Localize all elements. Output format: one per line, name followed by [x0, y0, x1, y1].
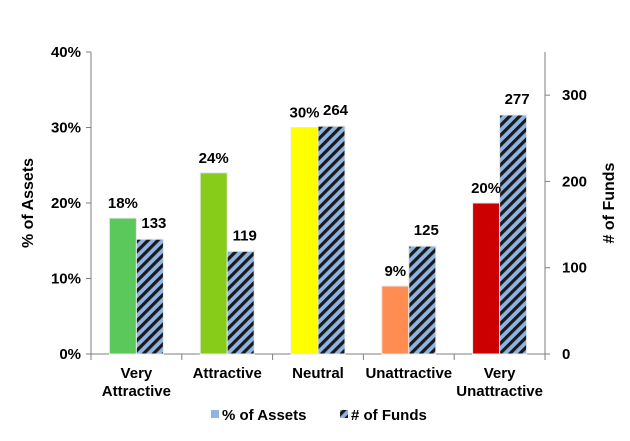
right-tick-label: 200: [562, 173, 587, 190]
bar-assets: [381, 285, 410, 355]
bars: [108, 114, 528, 355]
left-tick-label: 10%: [51, 271, 81, 288]
right-tick-label: 100: [562, 260, 587, 277]
data-label-funds: 277: [505, 91, 530, 108]
bar-assets: [108, 217, 137, 355]
category-label: Neutral: [292, 365, 344, 382]
legend-label-assets: % of Assets: [222, 407, 306, 424]
left-axis-title: % of Assets: [20, 158, 37, 248]
data-label-assets: 9%: [384, 263, 406, 280]
data-label-funds: 133: [141, 215, 166, 232]
legend-swatch-funds: [340, 410, 348, 418]
data-label-funds: 125: [414, 222, 439, 239]
bar-funds: [499, 114, 528, 355]
left-tick-label: 30%: [51, 120, 81, 137]
bar-assets: [472, 202, 501, 355]
category-label: Unattractive: [456, 383, 543, 400]
data-labels: 18%133 24% 119 30% 264 9% 125 20% 277: [108, 91, 530, 280]
legend-label-funds: # of Funds: [351, 407, 427, 424]
legend: % of Assets # of Funds: [211, 407, 427, 424]
category-label: Very: [484, 365, 516, 382]
left-tick-label: 0%: [59, 346, 81, 363]
right-tick-label: 0: [562, 346, 570, 363]
category-label: Attractive: [102, 383, 171, 400]
bar-funds: [317, 125, 346, 355]
category-label: Very: [121, 365, 153, 382]
right-axis-title: # of Funds: [601, 162, 618, 243]
bar-assets: [199, 172, 228, 355]
bar-funds: [408, 245, 437, 355]
category-label: Unattractive: [365, 365, 452, 382]
left-tick-label: 40%: [51, 44, 81, 61]
data-label-funds: 264: [323, 102, 349, 119]
data-label-assets: 18%: [108, 195, 138, 212]
data-label-assets: 30%: [289, 105, 319, 122]
right-tick-label: 300: [562, 87, 587, 104]
data-label-funds: 119: [233, 227, 257, 244]
bar-assets: [290, 127, 319, 355]
axes: 0% 10% 20% 30% 40% 0 100 200 300 % of Assets # of …: [20, 44, 618, 400]
data-label-assets: 20%: [471, 180, 501, 197]
bar-funds: [135, 238, 164, 355]
data-label-assets: 24%: [199, 150, 229, 167]
category-label: Attractive: [193, 365, 262, 382]
bar-funds: [226, 250, 255, 355]
left-tick-label: 20%: [51, 195, 81, 212]
legend-swatch-assets: [211, 410, 219, 418]
